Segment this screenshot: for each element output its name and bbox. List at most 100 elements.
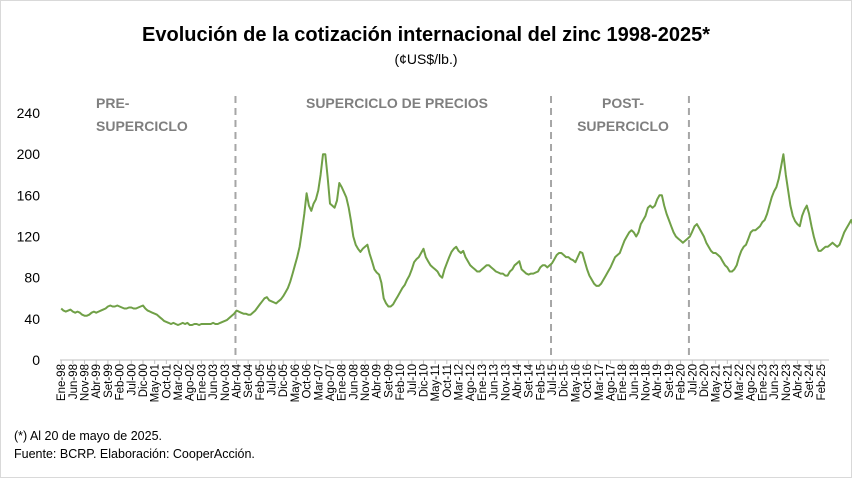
data-point <box>238 311 240 313</box>
data-point <box>717 254 719 256</box>
x-tick-label: Dic-00 <box>138 364 150 397</box>
data-point <box>544 264 546 266</box>
data-point <box>236 310 238 312</box>
data-point <box>640 223 642 225</box>
data-point <box>221 321 223 323</box>
data-point <box>416 258 418 260</box>
data-point <box>345 196 347 198</box>
data-point <box>631 229 633 231</box>
data-point <box>666 213 668 215</box>
x-tick-label: Nov-98 <box>80 364 92 401</box>
x-tick-label: Mar-22 <box>734 364 746 400</box>
data-point <box>98 311 100 313</box>
x-tick-label: Dic-20 <box>699 364 711 397</box>
data-point <box>668 219 670 221</box>
data-point <box>607 271 609 273</box>
data-point <box>586 268 588 270</box>
data-point <box>691 230 693 232</box>
data-point <box>579 251 581 253</box>
data-point <box>130 307 132 309</box>
data-point <box>278 300 280 302</box>
data-point <box>626 236 628 238</box>
data-point <box>451 251 453 253</box>
data-point <box>121 307 123 309</box>
data-point <box>495 271 497 273</box>
data-point <box>430 264 432 266</box>
data-point <box>493 268 495 270</box>
data-point <box>488 264 490 266</box>
data-point <box>652 207 654 209</box>
data-point <box>490 266 492 268</box>
data-point <box>638 231 640 233</box>
x-tick-label: Feb-20 <box>676 364 688 400</box>
x-tick-label: Dic-10 <box>418 364 430 397</box>
data-point <box>581 252 583 254</box>
data-point <box>460 252 462 254</box>
data-point <box>787 189 789 191</box>
data-point <box>806 205 808 207</box>
data-point <box>532 273 534 275</box>
data-point <box>591 279 593 281</box>
data-point <box>385 302 387 304</box>
data-point <box>771 196 773 198</box>
x-tick-label: Oct-16 <box>582 364 594 399</box>
x-tick-label: May-16 <box>570 364 582 402</box>
data-point <box>105 308 107 310</box>
data-point <box>621 246 623 248</box>
data-point <box>808 213 810 215</box>
data-point <box>687 238 689 240</box>
data-point <box>212 322 214 324</box>
data-point <box>161 318 163 320</box>
data-point <box>88 314 90 316</box>
data-point <box>399 291 401 293</box>
data-point <box>740 250 742 252</box>
data-point <box>654 205 656 207</box>
data-point <box>179 323 181 325</box>
data-point <box>390 306 392 308</box>
data-point <box>170 323 172 325</box>
data-point <box>112 306 114 308</box>
data-point <box>411 268 413 270</box>
y-tick-label: 160 <box>17 187 41 203</box>
data-point <box>100 310 102 312</box>
data-point <box>818 250 820 252</box>
x-tick-label: Oct-11 <box>442 364 454 398</box>
x-tick-label: Mar-17 <box>594 364 606 400</box>
data-point <box>539 266 541 268</box>
data-point <box>177 324 179 326</box>
data-point <box>448 256 450 258</box>
x-tick-label: Jul-15 <box>547 364 559 395</box>
data-point <box>733 268 735 270</box>
data-point <box>128 307 130 309</box>
data-point <box>595 285 597 287</box>
x-tick-label: Mar-07 <box>313 364 325 400</box>
data-point <box>355 244 357 246</box>
data-point <box>243 313 245 315</box>
data-point <box>156 314 158 316</box>
x-tick-label: Jun-98 <box>68 364 80 399</box>
data-point <box>322 153 324 155</box>
data-point <box>829 244 831 246</box>
data-point <box>154 313 156 315</box>
data-point <box>764 219 766 221</box>
data-point <box>294 264 296 266</box>
x-tick-label: Jul-00 <box>126 364 138 395</box>
data-point <box>329 203 331 205</box>
data-point <box>109 305 111 307</box>
data-point <box>210 323 212 325</box>
data-point <box>200 323 202 325</box>
data-point <box>757 227 759 229</box>
data-point <box>673 231 675 233</box>
y-tick-label: 80 <box>24 270 40 286</box>
data-point <box>373 268 375 270</box>
x-tick-label: Abr-04 <box>231 363 243 398</box>
data-point <box>684 240 686 242</box>
data-point <box>811 225 813 227</box>
x-tick-label: Set-04 <box>243 363 255 397</box>
data-point <box>86 315 88 317</box>
data-point <box>502 273 504 275</box>
data-point <box>462 250 464 252</box>
data-point <box>189 324 191 326</box>
x-tick-label: Ene-08 <box>337 364 349 401</box>
data-point <box>759 225 761 227</box>
